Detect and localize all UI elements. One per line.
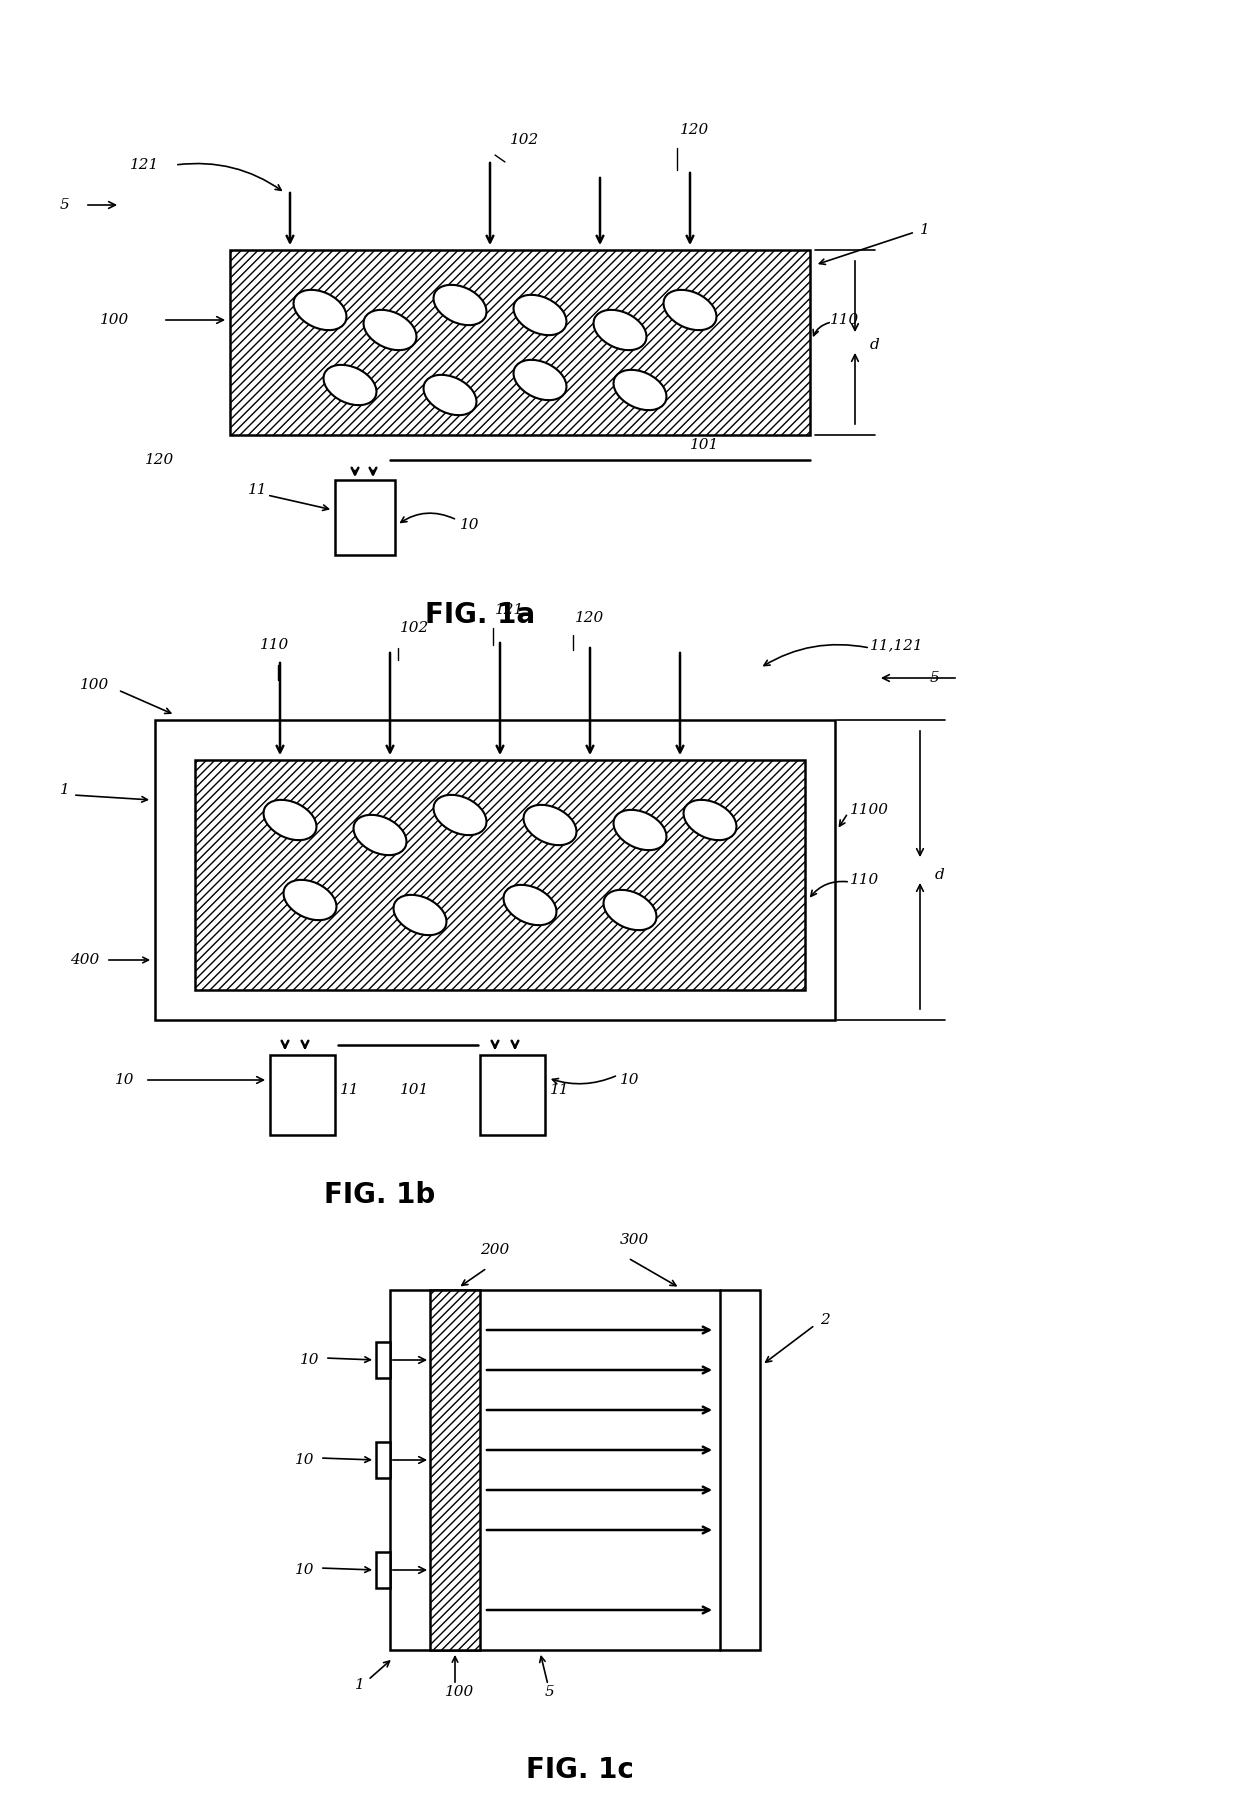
Text: 10: 10 [295,1453,315,1466]
Text: 11,121: 11,121 [870,638,924,651]
Text: 101: 101 [401,1082,429,1097]
Text: 110: 110 [260,638,289,651]
Text: 400: 400 [69,953,99,968]
Text: 101: 101 [689,438,719,451]
Ellipse shape [503,884,557,926]
Text: FIG. 1c: FIG. 1c [526,1755,634,1784]
Ellipse shape [434,795,486,835]
Bar [270,1055,335,1135]
Text: 121: 121 [130,158,159,173]
Text: 120: 120 [575,611,604,626]
Bar [376,1442,391,1479]
Text: 100: 100 [81,678,109,691]
Bar [391,1290,760,1650]
Text: 110: 110 [830,313,859,327]
Ellipse shape [513,360,567,400]
Bar [480,1055,546,1135]
Ellipse shape [513,295,567,335]
Text: 11: 11 [248,484,268,497]
Ellipse shape [424,375,476,415]
Text: 200: 200 [480,1242,510,1257]
Ellipse shape [594,309,646,349]
Text: 100: 100 [445,1684,474,1699]
Ellipse shape [264,800,316,840]
Text: 1: 1 [355,1677,365,1692]
Text: 10: 10 [300,1353,320,1368]
Text: 5: 5 [60,198,69,213]
Ellipse shape [604,889,656,930]
Ellipse shape [434,286,486,326]
Bar [155,720,835,1020]
Text: 10: 10 [620,1073,640,1088]
Text: 102: 102 [510,133,539,147]
Text: 11: 11 [551,1082,569,1097]
Text: 11: 11 [340,1082,360,1097]
Text: 10: 10 [460,518,480,531]
Text: FIG. 1b: FIG. 1b [325,1181,435,1210]
Bar [335,480,396,555]
Text: 121: 121 [495,604,525,617]
Bar [195,760,805,990]
Text: 5: 5 [546,1684,554,1699]
Text: 5: 5 [930,671,940,686]
Text: 1: 1 [60,782,69,797]
Text: 2: 2 [820,1313,830,1328]
Bar [229,249,810,435]
Text: 300: 300 [620,1233,650,1248]
Text: d: d [935,868,945,882]
Text: 102: 102 [401,620,429,635]
Ellipse shape [353,815,407,855]
Text: 10: 10 [295,1563,315,1577]
Ellipse shape [614,809,666,849]
Ellipse shape [614,369,666,409]
Ellipse shape [523,804,577,846]
Ellipse shape [294,289,346,331]
Bar [430,1290,480,1650]
Ellipse shape [393,895,446,935]
Ellipse shape [284,880,336,920]
Text: 1: 1 [920,224,930,236]
Text: 120: 120 [145,453,175,467]
Bar [376,1552,391,1588]
Text: 10: 10 [115,1073,134,1088]
Text: FIG. 1a: FIG. 1a [425,600,536,629]
Ellipse shape [363,309,417,349]
Text: 120: 120 [680,124,709,136]
Ellipse shape [663,289,717,331]
Text: 100: 100 [100,313,129,327]
Bar [376,1342,391,1379]
Text: 110: 110 [849,873,879,888]
Text: 1100: 1100 [849,802,889,817]
Ellipse shape [324,366,377,406]
Text: d: d [870,338,879,353]
Ellipse shape [683,800,737,840]
